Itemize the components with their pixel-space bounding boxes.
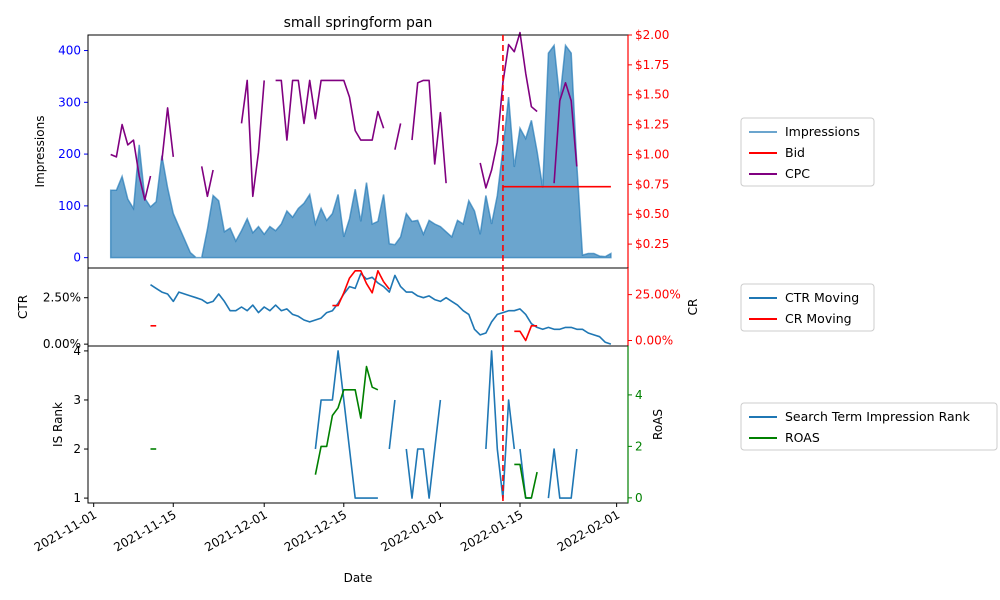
x-tick-label: 2021-11-01 (32, 507, 99, 554)
legend-top-label: Bid (785, 145, 805, 160)
cr-axis-right-tick-label: 25.00% (635, 288, 681, 302)
is-rank-axis-label: IS Rank (51, 402, 65, 447)
legend-bottom-label: Search Term Impression Rank (785, 409, 971, 424)
cr-axis-right-tick-label: 0.00% (635, 333, 673, 347)
is-rank-line-segment-4 (485, 350, 516, 499)
ctr-axis-left-tick-label: 0.00% (43, 337, 81, 351)
legend-top: Impressions Bid CPC (740, 117, 875, 187)
roas-line-segment-2 (314, 365, 379, 475)
legend-middle: CTR Moving CR Moving (740, 283, 875, 332)
roas-axis-right-tick-label: 4 (635, 388, 643, 402)
cr-moving-line-segment-3 (382, 281, 390, 290)
cpc-line-segment-5 (275, 79, 385, 141)
impressions-axis-left-tick-label: 100 (58, 199, 81, 213)
ctr-axis-label: CTR (16, 295, 30, 319)
cpc-axis-right-tick-label: $0.25 (635, 237, 669, 251)
bottom-panel-frame (87, 345, 629, 504)
roas-axis-label: RoAS (651, 409, 665, 440)
cpc-line-segment-4 (240, 79, 265, 198)
cpc-line-segment-3 (200, 166, 214, 198)
x-tick-label: 2021-12-15 (282, 507, 349, 554)
roas-axis-right-tick-label: 2 (635, 439, 643, 453)
x-tick-label: 2022-01-15 (458, 507, 525, 554)
x-tick-label: 2021-11-15 (111, 507, 178, 554)
is-rank-line-segment-2 (388, 399, 396, 450)
legend-middle-label: CR Moving (785, 311, 852, 326)
roas-line-segment-3 (514, 463, 538, 499)
legend-bottom-frame (740, 402, 998, 451)
cpc-axis-right-tick-label: $1.00 (635, 147, 669, 161)
cpc-axis-right-tick-label: $0.50 (635, 207, 669, 221)
is-rank-line-segment-3 (405, 399, 442, 499)
impressions-axis-label: Impressions (33, 116, 47, 188)
legends: Impressions Bid CPC CTR Moving CR Moving Sear… (740, 117, 998, 451)
legend-top-label: CPC (785, 166, 810, 181)
cpc-line-segment-7 (411, 79, 447, 184)
cpc-line-segment-9 (553, 82, 578, 184)
impressions-area (109, 43, 612, 259)
impressions-axis-left-tick-label: 0 (73, 251, 81, 265)
legend-top-label: Impressions (785, 124, 860, 139)
is-rank-axis-left-tick-label: 2 (73, 442, 81, 456)
x-axis-label: Date (344, 571, 373, 585)
ctr-axis-left-tick-label: 2.50% (43, 291, 81, 305)
cpc-line-segment-1 (110, 123, 152, 201)
cpc-axis-right-tick-label: $1.25 (635, 118, 669, 132)
roas-axis-right-tick-label: 0 (635, 491, 643, 505)
is-rank-line-segment-6 (547, 448, 578, 499)
x-tick-label: 2022-01-01 (379, 507, 446, 554)
legend-bottom: Search Term Impression Rank ROAS (740, 402, 998, 451)
legend-bottom-label: ROAS (785, 430, 820, 445)
impressions-axis-left-tick-label: 200 (58, 147, 81, 161)
cr-axis-label: CR (686, 299, 700, 316)
is-rank-axis-left-tick-label: 4 (73, 344, 81, 358)
impressions-axis-left-tick-label: 400 (58, 44, 81, 58)
cr-moving-line-segment-2 (332, 270, 385, 307)
is-rank-line-segment-1 (314, 350, 378, 499)
cpc-axis-right-tick-label: $0.75 (635, 177, 669, 191)
plot-area: 0 100 200 300 400 $0.25 $0.50 $0.75 $1.00 $1.25 $1… (16, 28, 700, 554)
impressions-axis-left-tick-label: 300 (58, 95, 81, 109)
chart-title: small springform pan (284, 15, 433, 31)
is-rank-axis-left-tick-label: 3 (73, 393, 81, 407)
cpc-axis-right-tick-label: $2.00 (635, 28, 669, 42)
ctr-moving-line (150, 272, 612, 345)
cr-moving-line-segment-4 (514, 325, 538, 342)
cpc-line-segment-2 (161, 107, 175, 161)
cpc-line-segment-6 (394, 123, 402, 150)
cpc-axis-right-tick-label: $1.75 (635, 58, 669, 72)
legend-top-frame (740, 117, 875, 187)
legend-middle-label: CTR Moving (785, 290, 859, 305)
x-tick-label: 2022-02-01 (555, 507, 622, 554)
is-rank-axis-left-tick-label: 1 (73, 491, 81, 505)
cpc-line-segment-8 (479, 31, 538, 189)
cpc-axis-right-tick-label: $1.50 (635, 88, 669, 102)
x-tick-label: 2021-12-01 (202, 507, 269, 554)
